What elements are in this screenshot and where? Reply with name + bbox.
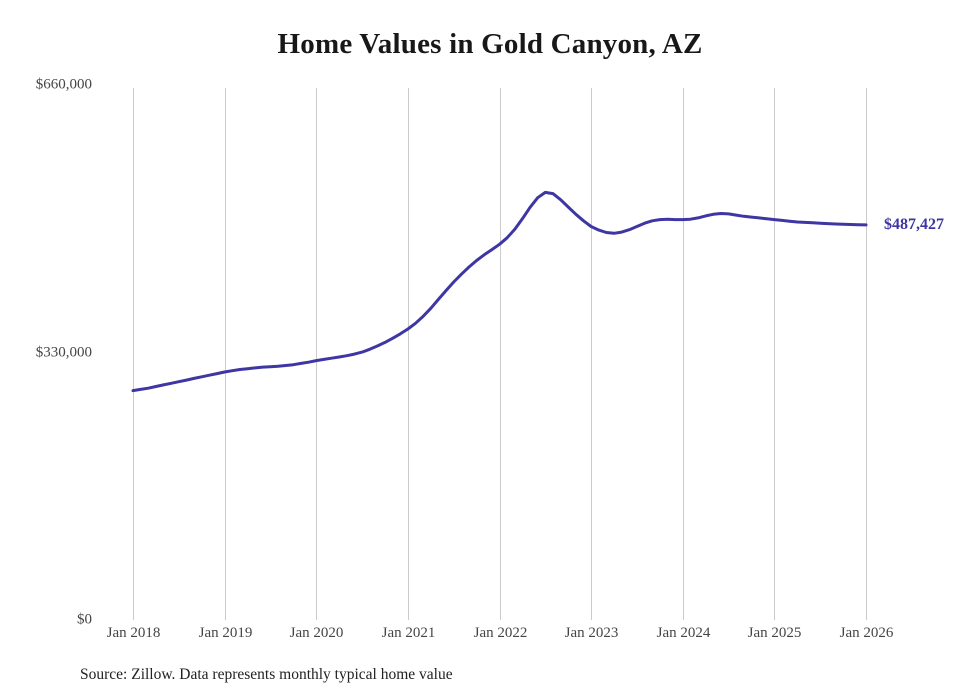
home-value-line — [131, 190, 868, 393]
x-tick-label: Jan 2022 — [473, 625, 528, 641]
x-tick-label: Jan 2021 — [381, 625, 436, 641]
x-tick-label: Jan 2026 — [839, 625, 894, 641]
y-tick-label: $330,000 — [35, 344, 92, 360]
x-tick-label: Jan 2018 — [106, 625, 161, 641]
x-tick-label: Jan 2019 — [198, 625, 253, 641]
x-axis: Jan 2018 Jan 2019 Jan 2020 Jan 2021 Jan 2022… — [0, 625, 980, 647]
source-note: Source: Zillow. Data represents monthly … — [80, 666, 453, 683]
x-tick-label: Jan 2024 — [656, 625, 711, 641]
latest-value-label: $487,427 — [884, 215, 944, 233]
y-tick-label: $660,000 — [35, 76, 92, 93]
y-tick-label: $0 — [77, 611, 92, 628]
x-tick-label: Jan 2025 — [747, 625, 802, 641]
x-tick-label: Jan 2020 — [289, 625, 344, 641]
chart-title: Home Values in Gold Canyon, AZ — [277, 28, 703, 60]
x-tick-label: Jan 2023 — [564, 625, 619, 641]
